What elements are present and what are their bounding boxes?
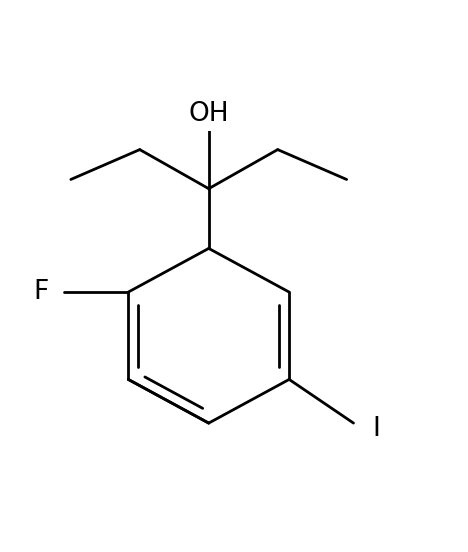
Text: F: F xyxy=(33,279,49,305)
Text: I: I xyxy=(372,416,380,442)
Text: OH: OH xyxy=(189,102,229,128)
